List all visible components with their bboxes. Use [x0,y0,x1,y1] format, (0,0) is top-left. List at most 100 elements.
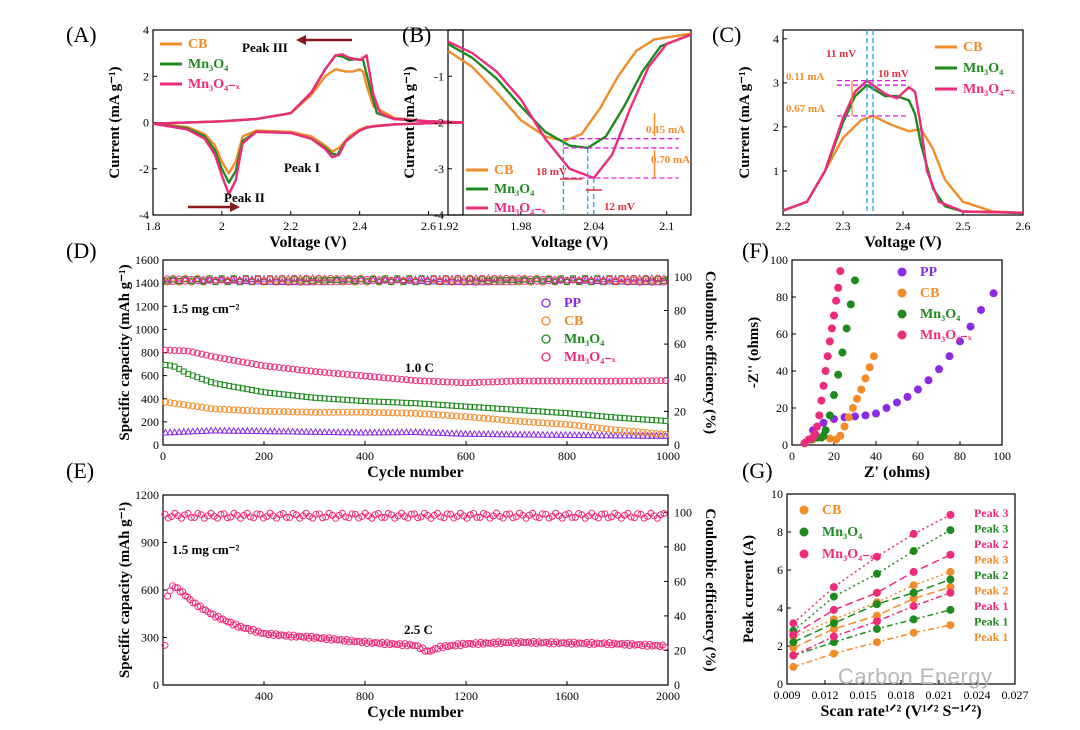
x-tick-label: 2 [219,219,225,233]
y2-tick-label: 40 [674,609,686,623]
data-point [634,510,642,518]
data-point [489,415,497,423]
data-point [789,662,798,671]
data-point [412,409,419,417]
data-point [407,409,415,417]
data-point [414,514,422,522]
data-point [262,407,270,415]
data-point [248,277,256,285]
data-point [543,419,551,427]
annotation: 1.5 mg cm⁻² [172,301,240,316]
data-point [284,408,292,416]
data-point [872,552,881,561]
data-point [611,377,619,385]
data-point [584,377,592,385]
data-point [823,352,832,361]
data-point [611,431,620,439]
data-point [307,367,315,375]
panel-D: 0 200 400 600 800 100002004006008001000120014… [66,238,718,481]
data-point [842,324,851,333]
data-point [339,370,347,378]
y-axis-label: -Z'' (ohms) [746,317,762,388]
panel-B: 1.92 1.98 2.04 2.1 -4 -3 -2 -1 Voltage (V) Curren… [402,22,692,251]
data-point [334,408,342,416]
data-point [334,370,342,378]
data-point [443,429,452,437]
data-point [471,413,479,421]
data-point [175,427,184,435]
data-point [353,637,361,645]
data-point [325,428,333,436]
data-point [424,647,432,655]
data-point [533,277,541,285]
data-point [616,431,624,439]
data-point [388,640,396,648]
data-point [651,641,659,649]
data-point [238,426,247,434]
data-point [557,430,565,438]
data-point [225,406,233,414]
data-point [872,588,881,597]
data-point [375,428,383,436]
data-point [266,407,274,415]
data-point [302,408,310,416]
data-point [180,347,188,355]
data-point [846,300,855,309]
data-point [660,274,668,282]
data-point [161,428,170,436]
legend-entry: Mn₃O₄ [188,57,229,72]
data-point [909,588,918,597]
legend-entry: Mn₃O₄ [920,307,961,322]
data-point [224,618,232,626]
panel-C: 2.2 2.3 2.4 2.5 2.6 1 2 3 4 Voltage (V) Current (m… [712,22,1031,251]
y-tick-label: 600 [141,583,159,597]
peak-label: Peak 2 [974,537,1008,551]
data-point [534,419,542,427]
data-point [587,277,595,285]
data-point [161,641,169,649]
data-point [611,426,619,434]
legend-entry: Mn₃O₄₋ₓ [822,547,875,562]
data-point [484,429,493,438]
data-point [261,427,270,435]
data-point [660,510,668,518]
data-point [253,510,261,518]
x-tick-label: 0 [789,449,795,463]
data-point [813,422,822,431]
x-tick-label: 0.009 [774,688,801,702]
data-point [216,426,224,434]
data-point [371,639,379,647]
x-tick-label: 0.015 [850,688,877,702]
data-point [393,428,402,436]
legend-entry: CB [822,503,841,518]
data-point [271,363,279,371]
data-point [639,377,647,385]
data-point [851,276,859,285]
data-point [176,588,184,596]
data-point [827,324,836,333]
data-point [275,364,283,372]
series-line [447,33,692,180]
y-tick-label: 200 [141,415,159,429]
y-tick-label: 2 [773,120,779,134]
data-point [480,378,488,386]
data-point [272,274,280,282]
x-tick-label: 40 [870,449,882,463]
data-point [598,431,606,439]
data-point [507,417,515,425]
data-point [475,378,483,386]
data-point [853,394,862,403]
data-point [280,364,288,372]
data-point [243,359,251,367]
data-point [171,346,179,354]
data-point [537,639,545,647]
data-point [484,415,492,423]
data-point [362,372,370,380]
y-tick-label: 40 [776,364,788,378]
y2-tick-label: 80 [674,303,686,317]
data-point [511,377,519,385]
data-point [819,381,828,390]
data-point [430,377,438,385]
y-tick-label: -3 [434,162,444,176]
